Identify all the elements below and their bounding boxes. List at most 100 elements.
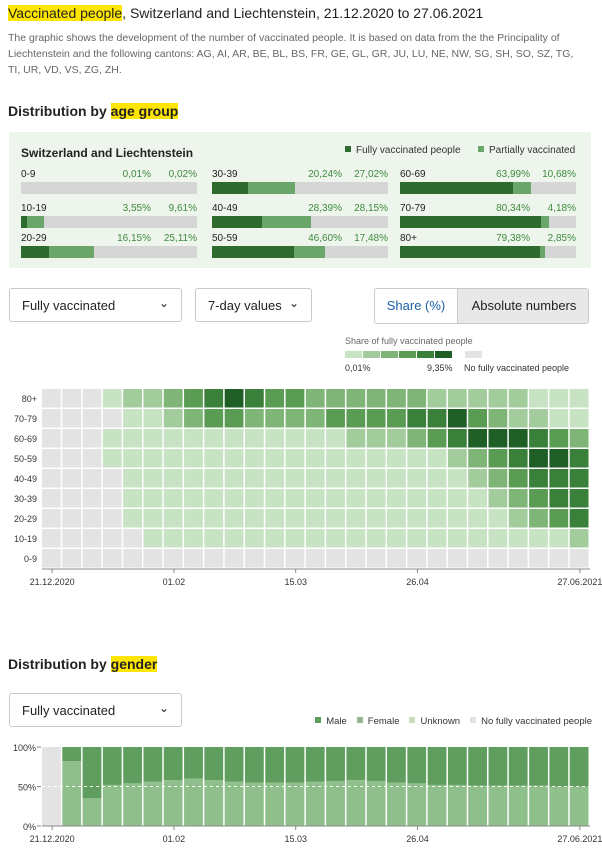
heatmap-cell bbox=[244, 509, 264, 528]
period-dropdown[interactable]: 7-day values ⌄ bbox=[195, 288, 312, 322]
heatmap-cell bbox=[488, 509, 508, 528]
overview-title: Switzerland and Liechtenstein bbox=[21, 146, 194, 160]
heatmap-cell bbox=[387, 449, 406, 468]
heatmap-cell bbox=[224, 489, 244, 508]
gender-bar-male bbox=[488, 747, 508, 786]
heatmap-cell bbox=[82, 469, 102, 488]
heatmap-cell bbox=[123, 409, 142, 428]
heatmap-cell bbox=[508, 529, 528, 548]
heatmap-cell bbox=[123, 389, 142, 408]
heatmap-cell bbox=[447, 429, 467, 448]
heatmap-cell bbox=[508, 469, 528, 488]
gender-bar-female bbox=[488, 785, 508, 826]
gender-bar-female bbox=[346, 780, 366, 826]
heatmap-cell bbox=[82, 389, 102, 408]
heatmap-cell bbox=[387, 509, 406, 528]
heatmap-cell bbox=[569, 389, 589, 408]
gender-bar-female bbox=[62, 761, 82, 826]
heatmap-y-label: 60-69 bbox=[14, 434, 37, 444]
heatmap-cell bbox=[224, 509, 244, 528]
absolute-numbers-button[interactable]: Absolute numbers bbox=[458, 289, 588, 323]
heatmap-cell bbox=[102, 469, 122, 488]
age-group-60-69: 60-69 63,99% 10,68% bbox=[400, 169, 576, 197]
full-share-value: 0,01% bbox=[122, 169, 151, 180]
heatmap-cell bbox=[529, 389, 548, 408]
heatmap-cell bbox=[184, 529, 203, 548]
heatmap-cell bbox=[346, 489, 366, 508]
gender-measure-dropdown[interactable]: Fully vaccinated ⌄ bbox=[9, 693, 182, 727]
gender-y-tick-label: 50% bbox=[18, 783, 36, 793]
scale-bin bbox=[345, 351, 362, 358]
partial-share-bar bbox=[539, 246, 545, 258]
heatmap-cell bbox=[244, 529, 264, 548]
heatmap-cell bbox=[549, 409, 569, 428]
gender-bar-male bbox=[204, 747, 224, 781]
heatmap-cell bbox=[204, 449, 224, 468]
heatmap-y-label: 50-59 bbox=[14, 454, 37, 464]
heatmap-cell bbox=[305, 449, 325, 468]
heatmap-cell bbox=[184, 549, 203, 568]
heatmap-cell bbox=[305, 409, 325, 428]
page-title: Vaccinated people, Switzerland and Liech… bbox=[8, 4, 483, 22]
heatmap-cell bbox=[529, 509, 548, 528]
share-bar-track bbox=[21, 182, 197, 194]
heatmap-cell bbox=[224, 549, 244, 568]
gender-bar-male bbox=[468, 747, 488, 786]
heatmap-cell bbox=[549, 389, 569, 408]
heatmap-cell bbox=[244, 429, 264, 448]
period-value: 7-day values bbox=[208, 298, 282, 313]
heatmap-cell bbox=[326, 389, 345, 408]
heatmap-cell bbox=[508, 389, 528, 408]
heatmap-cell bbox=[163, 389, 183, 408]
full-share-bar bbox=[21, 216, 28, 228]
scale-bin bbox=[381, 351, 398, 358]
age-heatmap: 80+ 70-79 60-69 50-59 40-49 30-39 20-29 10-19 0-… bbox=[14, 389, 602, 587]
overview-panel: Switzerland and Liechtenstein Fully vacc… bbox=[9, 132, 591, 268]
heatmap-cell bbox=[529, 409, 548, 428]
description: The graphic shows the development of the… bbox=[8, 32, 574, 76]
share-bar-track bbox=[21, 246, 197, 258]
heatmap-cell bbox=[387, 549, 406, 568]
heatmap-cell bbox=[468, 429, 488, 448]
age-section-heading: Distribution by age group bbox=[8, 101, 179, 121]
partial-share-bar bbox=[247, 182, 296, 194]
gender-bar-male bbox=[62, 747, 82, 762]
gender-legend-item: Unknown bbox=[409, 716, 460, 727]
heatmap-cell bbox=[326, 509, 345, 528]
gender-bar-female bbox=[265, 782, 285, 826]
heatmap-cell bbox=[285, 409, 305, 428]
heatmap-cell bbox=[163, 449, 183, 468]
full-share-value: 79,38% bbox=[496, 233, 530, 244]
heatmap-cell bbox=[407, 529, 427, 548]
share-bar-track bbox=[212, 216, 388, 228]
heatmap-cell bbox=[366, 469, 386, 488]
heatmap-cell bbox=[427, 549, 447, 568]
heatmap-cell bbox=[326, 529, 345, 548]
legend-partial-label: Partially vaccinated bbox=[489, 145, 576, 156]
unit-toggle: Share (%) Absolute numbers bbox=[374, 288, 589, 324]
heatmap-cell bbox=[305, 509, 325, 528]
age-group-label: 30-39 bbox=[212, 169, 238, 180]
heatmap-cell bbox=[42, 529, 61, 548]
heatmap-cell bbox=[102, 389, 122, 408]
heatmap-cell bbox=[143, 549, 163, 568]
heatmap-cell bbox=[42, 469, 61, 488]
gender-bar-female bbox=[123, 783, 142, 826]
heatmap-cell bbox=[447, 469, 467, 488]
share-button[interactable]: Share (%) bbox=[375, 289, 458, 323]
title-rest: , Switzerland and Liechtenstein, 21.12.2… bbox=[122, 5, 484, 21]
gender-bar-male bbox=[82, 747, 102, 799]
heatmap-cell bbox=[488, 469, 508, 488]
measure-dropdown[interactable]: Fully vaccinated ⌄ bbox=[9, 288, 182, 322]
full-share-value: 3,55% bbox=[122, 203, 151, 214]
heatmap-cell bbox=[224, 409, 244, 428]
heatmap-cell bbox=[387, 429, 406, 448]
heatmap-cell bbox=[102, 449, 122, 468]
heatmap-cell bbox=[407, 469, 427, 488]
gender-legend-swatch bbox=[356, 717, 363, 723]
heatmap-cell bbox=[62, 389, 82, 408]
heatmap-cell bbox=[123, 549, 142, 568]
heatmap-cell bbox=[265, 549, 285, 568]
heatmap-cell bbox=[508, 509, 528, 528]
gender-bar-female bbox=[508, 785, 528, 826]
